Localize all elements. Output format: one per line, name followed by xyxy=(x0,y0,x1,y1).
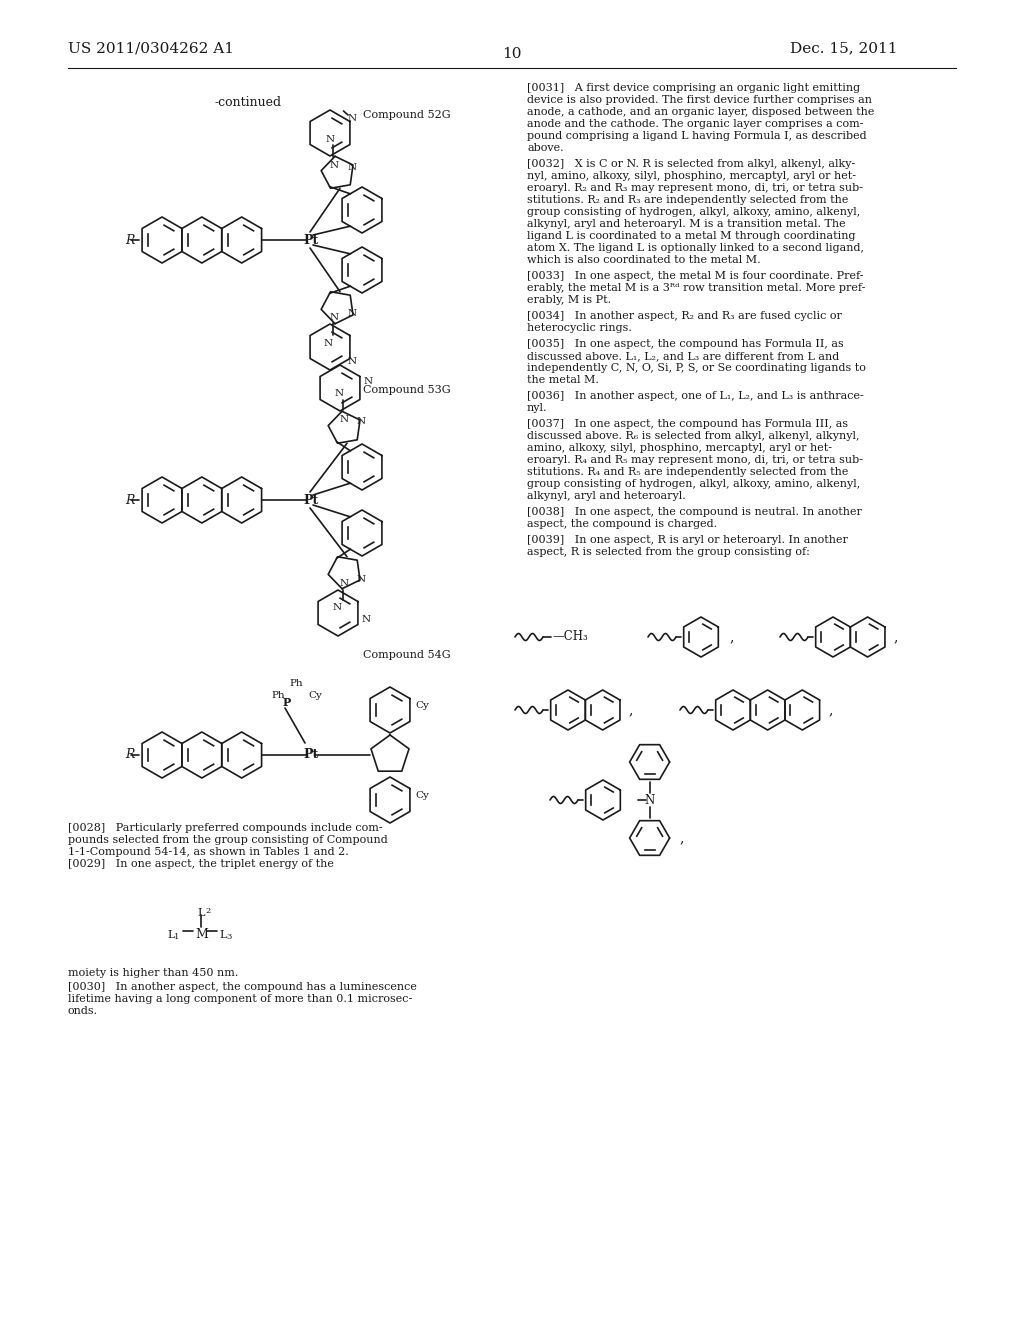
Text: ,: , xyxy=(729,630,733,644)
Text: nyl.: nyl. xyxy=(527,403,548,413)
Text: Pt: Pt xyxy=(303,494,318,507)
Text: 3: 3 xyxy=(226,933,231,941)
Text: [0033]   In one aspect, the metal M is four coordinate. Pref-: [0033] In one aspect, the metal M is fou… xyxy=(527,271,863,281)
Text: amino, alkoxy, silyl, phosphino, mercaptyl, aryl or het-: amino, alkoxy, silyl, phosphino, mercapt… xyxy=(527,444,831,453)
Text: [0028]   Particularly preferred compounds include com-: [0028] Particularly preferred compounds … xyxy=(68,822,383,833)
Text: discussed above. L₁, L₂, and L₃ are different from L and: discussed above. L₁, L₂, and L₃ are diff… xyxy=(527,351,840,360)
Text: device is also provided. The first device further comprises an: device is also provided. The first devic… xyxy=(527,95,872,106)
Text: N: N xyxy=(348,114,357,123)
Text: onds.: onds. xyxy=(68,1006,98,1016)
Text: aspect, the compound is charged.: aspect, the compound is charged. xyxy=(527,519,717,529)
Text: N: N xyxy=(333,603,342,612)
Text: ,: , xyxy=(680,832,684,845)
Text: alkynyl, aryl and heteroaryl. M is a transition metal. The: alkynyl, aryl and heteroaryl. M is a tra… xyxy=(527,219,846,228)
Text: N: N xyxy=(357,417,367,426)
Text: anode and the cathode. The organic layer comprises a com-: anode and the cathode. The organic layer… xyxy=(527,119,863,129)
Text: N: N xyxy=(362,615,371,624)
Text: N: N xyxy=(326,135,335,144)
Text: R: R xyxy=(125,748,134,762)
Text: anode, a cathode, and an organic layer, disposed between the: anode, a cathode, and an organic layer, … xyxy=(527,107,874,117)
Text: Ph: Ph xyxy=(271,690,285,700)
Text: —CH₃: —CH₃ xyxy=(552,631,588,644)
Text: N: N xyxy=(348,309,357,318)
Text: alkynyl, aryl and heteroaryl.: alkynyl, aryl and heteroaryl. xyxy=(527,491,686,502)
Text: Cy: Cy xyxy=(308,690,322,700)
Text: 1-1-Compound 54-14, as shown in Tables 1 and 2.: 1-1-Compound 54-14, as shown in Tables 1… xyxy=(68,847,349,857)
Text: erably, the metal M is a 3ᴿᵈ row transition metal. More pref-: erably, the metal M is a 3ᴿᵈ row transit… xyxy=(527,282,865,293)
Text: R: R xyxy=(125,494,134,507)
Text: US 2011/0304262 A1: US 2011/0304262 A1 xyxy=(68,41,234,55)
Text: independently C, N, O, Si, P, S, or Se coordinating ligands to: independently C, N, O, Si, P, S, or Se c… xyxy=(527,363,866,374)
Text: Cy: Cy xyxy=(415,791,429,800)
Text: 2: 2 xyxy=(205,907,210,915)
Text: moiety is higher than 450 nm.: moiety is higher than 450 nm. xyxy=(68,968,239,978)
Text: [0034]   In another aspect, R₂ and R₃ are fused cyclic or: [0034] In another aspect, R₂ and R₃ are … xyxy=(527,312,842,321)
Text: N: N xyxy=(340,578,349,587)
Text: eroaryl. R₄ and R₅ may represent mono, di, tri, or tetra sub-: eroaryl. R₄ and R₅ may represent mono, d… xyxy=(527,455,863,465)
Text: [0030]   In another aspect, the compound has a luminescence: [0030] In another aspect, the compound h… xyxy=(68,982,417,993)
Text: Compound 53G: Compound 53G xyxy=(362,385,451,395)
Text: ligand L is coordinated to a metal M through coordinating: ligand L is coordinated to a metal M thr… xyxy=(527,231,855,242)
Text: atom X. The ligand L is optionally linked to a second ligand,: atom X. The ligand L is optionally linke… xyxy=(527,243,864,253)
Text: Compound 54G: Compound 54G xyxy=(362,649,451,660)
Text: N: N xyxy=(348,164,357,173)
Text: pounds selected from the group consisting of Compound: pounds selected from the group consistin… xyxy=(68,836,388,845)
Text: ,: , xyxy=(629,704,633,717)
Text: N: N xyxy=(330,161,339,169)
Text: which is also coordinated to the metal M.: which is also coordinated to the metal M… xyxy=(527,255,761,265)
Text: Pt: Pt xyxy=(303,234,318,247)
Text: N: N xyxy=(364,376,373,385)
Text: stitutions. R₂ and R₃ are independently selected from the: stitutions. R₂ and R₃ are independently … xyxy=(527,195,848,205)
Text: N: N xyxy=(335,388,344,397)
Text: M: M xyxy=(195,928,208,941)
Text: L: L xyxy=(167,931,174,940)
Text: heterocyclic rings.: heterocyclic rings. xyxy=(527,323,632,333)
Text: Ph: Ph xyxy=(289,680,303,689)
Text: [0038]   In one aspect, the compound is neutral. In another: [0038] In one aspect, the compound is ne… xyxy=(527,507,862,517)
Text: Dec. 15, 2011: Dec. 15, 2011 xyxy=(790,41,897,55)
Text: erably, M is Pt.: erably, M is Pt. xyxy=(527,294,611,305)
Text: [0039]   In one aspect, R is aryl or heteroaryl. In another: [0039] In one aspect, R is aryl or heter… xyxy=(527,535,848,545)
Text: stitutions. R₄ and R₅ are independently selected from the: stitutions. R₄ and R₅ are independently … xyxy=(527,467,848,477)
Text: 1: 1 xyxy=(174,933,179,941)
Text: P: P xyxy=(283,697,291,708)
Text: [0036]   In another aspect, one of L₁, L₂, and L₃ is anthrace-: [0036] In another aspect, one of L₁, L₂,… xyxy=(527,391,864,401)
Text: R: R xyxy=(125,234,134,247)
Text: group consisting of hydrogen, alkyl, alkoxy, amino, alkenyl,: group consisting of hydrogen, alkyl, alk… xyxy=(527,207,860,216)
Text: above.: above. xyxy=(527,143,563,153)
Text: N: N xyxy=(340,414,349,424)
Text: N: N xyxy=(324,338,333,347)
Text: 10: 10 xyxy=(502,48,522,61)
Text: [0031]   A first device comprising an organic light emitting: [0031] A first device comprising an orga… xyxy=(527,83,860,92)
Text: [0032]   X is C or N. R is selected from alkyl, alkenyl, alky-: [0032] X is C or N. R is selected from a… xyxy=(527,158,855,169)
Text: L: L xyxy=(197,908,205,917)
Text: eroaryl. R₂ and R₃ may represent mono, di, tri, or tetra sub-: eroaryl. R₂ and R₃ may represent mono, d… xyxy=(527,183,863,193)
Text: L: L xyxy=(219,931,226,940)
Text: Pt: Pt xyxy=(303,748,318,762)
Text: Cy: Cy xyxy=(415,701,429,710)
Text: ,: , xyxy=(828,704,833,717)
Text: aspect, R is selected from the group consisting of:: aspect, R is selected from the group con… xyxy=(527,546,810,557)
Text: N: N xyxy=(330,313,339,322)
Text: lifetime having a long component of more than 0.1 microsec-: lifetime having a long component of more… xyxy=(68,994,413,1005)
Text: ,: , xyxy=(894,630,898,644)
Text: pound comprising a ligand L having Formula I, as described: pound comprising a ligand L having Formu… xyxy=(527,131,866,141)
Text: -continued: -continued xyxy=(214,96,282,110)
Text: nyl, amino, alkoxy, silyl, phosphino, mercaptyl, aryl or het-: nyl, amino, alkoxy, silyl, phosphino, me… xyxy=(527,172,856,181)
Text: N: N xyxy=(357,576,367,585)
Text: Compound 52G: Compound 52G xyxy=(362,110,451,120)
Text: the metal M.: the metal M. xyxy=(527,375,599,385)
Text: [0029]   In one aspect, the triplet energy of the: [0029] In one aspect, the triplet energy… xyxy=(68,859,334,869)
Text: N: N xyxy=(644,793,654,807)
Text: discussed above. R₆ is selected from alkyl, alkenyl, alkynyl,: discussed above. R₆ is selected from alk… xyxy=(527,432,859,441)
Text: N: N xyxy=(348,356,357,366)
Text: group consisting of hydrogen, alkyl, alkoxy, amino, alkenyl,: group consisting of hydrogen, alkyl, alk… xyxy=(527,479,860,488)
Text: [0035]   In one aspect, the compound has Formula II, as: [0035] In one aspect, the compound has F… xyxy=(527,339,844,348)
Text: [0037]   In one aspect, the compound has Formula III, as: [0037] In one aspect, the compound has F… xyxy=(527,418,848,429)
